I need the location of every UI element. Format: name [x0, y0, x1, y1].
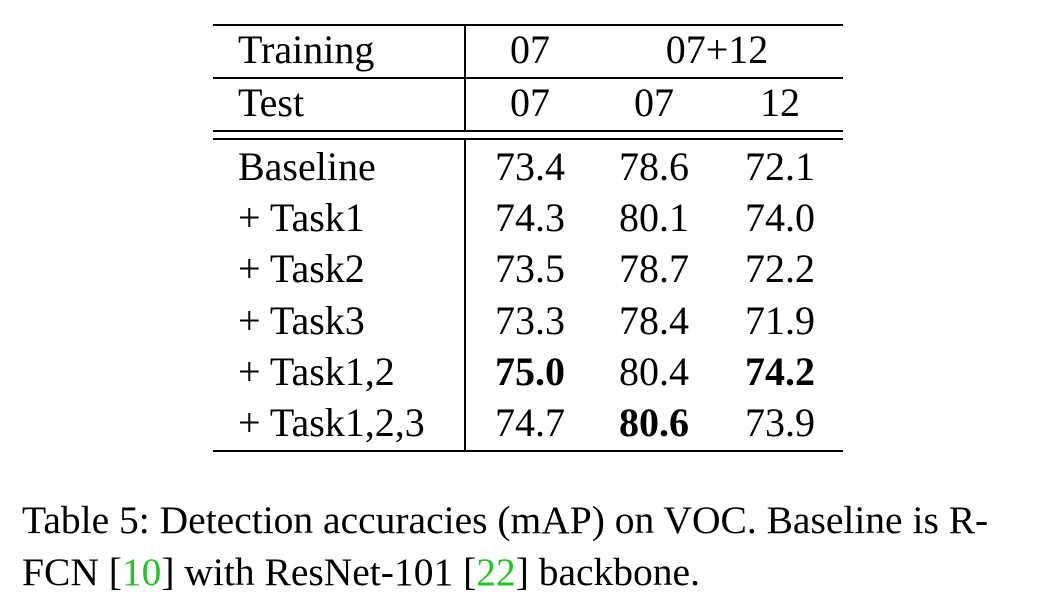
table-cell: 73.3 [495, 298, 565, 343]
table-cell: 72.2 [745, 246, 815, 291]
header-training-07: 07 [510, 27, 550, 72]
header-test-col3: 12 [760, 80, 800, 125]
row-label: Baseline [238, 144, 376, 189]
table-cell: 71.9 [745, 298, 815, 343]
header-rule [213, 77, 843, 79]
top-rule [213, 24, 843, 26]
citation-link[interactable]: 10 [121, 550, 162, 594]
table-cell: 80.4 [619, 349, 689, 394]
table-cell: 72.1 [745, 144, 815, 189]
table-cell: 74.0 [745, 195, 815, 240]
row-label: + Task1 [238, 195, 365, 240]
table-cell: 74.3 [495, 195, 565, 240]
table-cell: 73.5 [495, 246, 565, 291]
body-vertical-rule [464, 138, 466, 452]
bottom-rule [213, 450, 843, 452]
row-label: + Task3 [238, 298, 365, 343]
header-training-label: Training [238, 27, 375, 72]
row-label: + Task1,2 [238, 349, 395, 394]
header-test-label: Test [238, 80, 305, 125]
table-cell: 78.6 [619, 144, 689, 189]
table-cell: 74.7 [495, 400, 565, 445]
caption-text: ] with ResNet-101 [ [161, 550, 477, 594]
header-vertical-rule [464, 24, 466, 132]
header-test-col1: 07 [510, 80, 550, 125]
table-cell-best: 74.2 [745, 349, 815, 394]
table-cell: 73.9 [745, 400, 815, 445]
header-test-col2: 07 [634, 80, 674, 125]
table-cell: 73.4 [495, 144, 565, 189]
row-label: + Task2 [238, 246, 365, 291]
table-cell: 78.4 [619, 298, 689, 343]
table-caption: Table 5: Detection accuracies (mAP) on V… [22, 494, 1037, 598]
table-cell-best: 75.0 [495, 349, 565, 394]
citation-link[interactable]: 22 [476, 550, 516, 594]
header-training-0712: 07+12 [665, 27, 769, 72]
table-cell: 80.1 [619, 195, 689, 240]
table-cell: 78.7 [619, 246, 689, 291]
double-rule-2 [213, 138, 843, 140]
row-label: + Task1,2,3 [238, 400, 425, 445]
caption-text: ] backbone. [515, 550, 700, 594]
table-cell-best: 80.6 [619, 400, 689, 445]
caption-text: Table 5: Detection accuracies (mAP) on V… [22, 498, 989, 594]
double-rule-1 [213, 130, 843, 132]
